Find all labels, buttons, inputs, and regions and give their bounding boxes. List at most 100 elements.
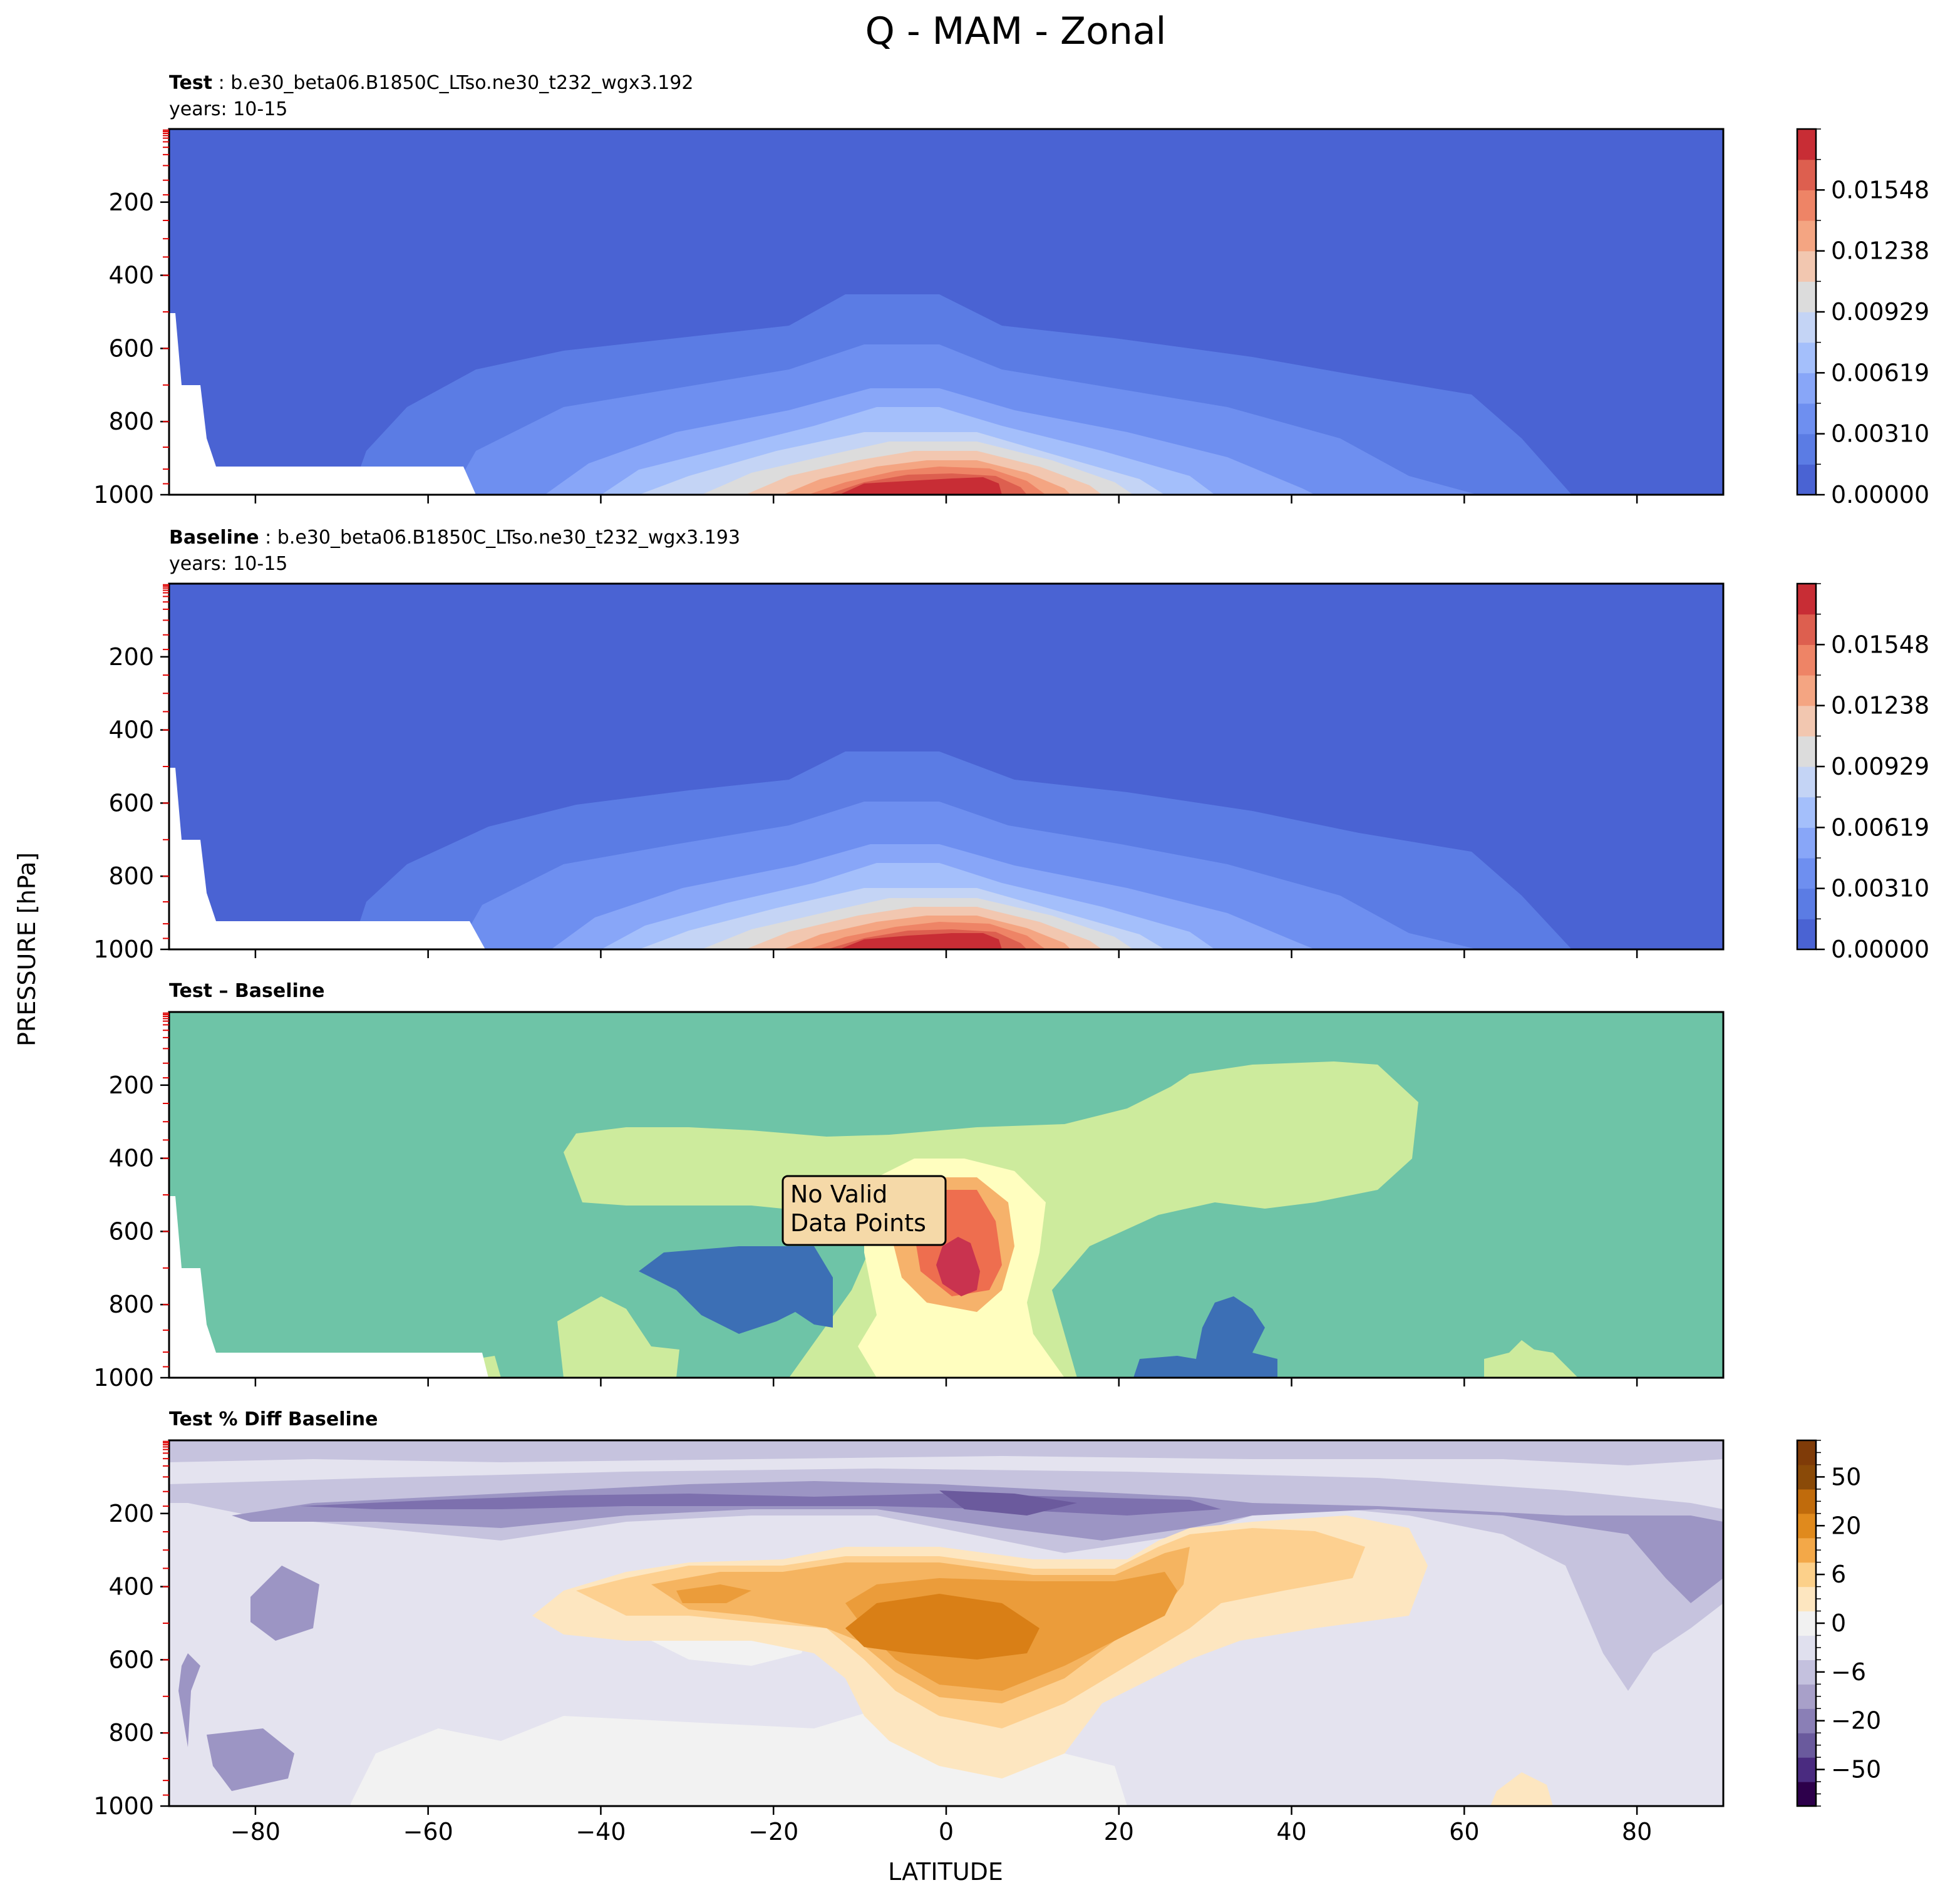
q-colorbar-2-swatch [1797, 888, 1816, 919]
pct-colorbar-swatch [1797, 1708, 1816, 1733]
q-colorbar-1-tick-label: 0.01548 [1831, 176, 1929, 204]
q-colorbar-2-swatch [1797, 736, 1816, 767]
q-colorbar-2-tick-label: 0.01238 [1831, 692, 1929, 720]
colorbars: 0.01548 0.01238 0.00929 0.00619 0.00310 0.000… [1796, 128, 1929, 1807]
x-tick-label: 20 [1104, 1818, 1134, 1846]
no-data-annotation: No Valid Data Points [781, 1175, 947, 1246]
x-tick-label: −20 [748, 1818, 798, 1846]
pct-colorbar-tick-label: −6 [1831, 1658, 1866, 1686]
y-tick-label: 1000 [93, 1792, 154, 1820]
y-tick-label: 600 [108, 789, 154, 817]
pct-colorbar-swatch [1797, 1440, 1816, 1465]
plot-area-baseline [169, 584, 1723, 949]
pct-colorbar-tick-label: 6 [1831, 1561, 1846, 1588]
pct-colorbar-swatch [1797, 1562, 1816, 1588]
q-colorbar-2-tick-label: 0.00000 [1831, 936, 1929, 963]
q-colorbar-1-tick-label: 0.00310 [1831, 420, 1929, 448]
q-colorbar-1-swatch [1797, 220, 1816, 252]
panel-test-subtitle: years: 10-15 [169, 98, 287, 120]
y-tick-label: 600 [108, 1646, 154, 1673]
y-tick-label: 1000 [93, 936, 154, 963]
q-colorbar-1-tick-label: 0.00619 [1831, 359, 1929, 386]
q-colorbar-1-swatch [1797, 464, 1816, 495]
panel-test-title: Test : b.e30_beta06.B1850C_LTso.ne30_t23… [169, 72, 693, 94]
q-colorbar-2-swatch [1797, 705, 1816, 736]
y-tick-label: 800 [108, 862, 154, 890]
q-colorbar-1-swatch [1797, 342, 1816, 373]
panel-test: Test : b.e30_beta06.B1850C_LTso.ne30_t23… [168, 72, 1725, 496]
y-axis-label: PRESSURE [hPa] [13, 852, 41, 1046]
q-colorbar-1-swatch [1797, 129, 1816, 160]
plot-area-pct [169, 1440, 1723, 1806]
pct-colorbar-swatch [1797, 1464, 1816, 1490]
q-colorbar-2-swatch [1797, 827, 1816, 859]
q-colorbar-1-swatch [1797, 433, 1816, 465]
no-data-line-2: Data Points [790, 1209, 926, 1237]
panel-baseline: Baseline : b.e30_beta06.B1850C_LTso.ne30… [168, 527, 1725, 951]
y-tick-label: 400 [108, 262, 154, 289]
q-colorbar-2-swatch [1797, 614, 1816, 645]
x-tick-label: 0 [939, 1818, 954, 1846]
no-data-line-1: No Valid [790, 1180, 887, 1208]
q-colorbar-2-swatch [1797, 644, 1816, 676]
q-colorbar-1-swatch [1797, 373, 1816, 404]
pct-colorbar-swatch [1797, 1513, 1816, 1539]
q-colorbar-2-swatch [1797, 797, 1816, 828]
y-tick-label: 400 [108, 1573, 154, 1601]
panel-baseline-title: Baseline : b.e30_beta06.B1850C_LTso.ne30… [169, 527, 740, 549]
y-tick-label: 800 [108, 1719, 154, 1747]
panel-pct: Test % Diff Baseline [168, 1408, 1725, 1807]
q-colorbar-2-tick-label: 0.01548 [1831, 631, 1929, 658]
q-colorbar-2-tick-label: 0.00310 [1831, 875, 1929, 902]
pct-colorbar-swatch [1797, 1586, 1816, 1612]
pct-colorbar-tick-label: −50 [1831, 1756, 1881, 1784]
q-colorbar-2-swatch [1797, 675, 1816, 706]
y-tick-label: 400 [108, 1145, 154, 1172]
pct-colorbar-swatch [1797, 1537, 1816, 1563]
x-tick-label: 60 [1449, 1818, 1479, 1846]
y-tick-label: 800 [108, 1291, 154, 1318]
pct-colorbar-swatch [1797, 1757, 1816, 1782]
q-colorbar-1-swatch [1797, 281, 1816, 312]
pct-colorbar-swatch [1797, 1660, 1816, 1685]
plot-area-test [169, 129, 1723, 495]
pct-colorbar-tick-label: 0 [1831, 1609, 1846, 1637]
q-colorbar-1-swatch [1797, 250, 1816, 282]
x-tick-label: −60 [403, 1818, 453, 1846]
q-colorbar-1-swatch [1797, 190, 1816, 221]
q-colorbar-1-swatch [1797, 403, 1816, 435]
q-colorbar-1-tick-label: 0.01238 [1831, 237, 1929, 265]
y-tick-label: 600 [108, 1217, 154, 1245]
pct-colorbar-tick-label: 50 [1831, 1463, 1861, 1490]
pct-colorbar-swatch [1797, 1611, 1816, 1636]
y-tick-label: 200 [108, 1071, 154, 1099]
y-tick-label: 400 [108, 716, 154, 744]
q-colorbar-2-tick-label: 0.00929 [1831, 753, 1929, 780]
x-axis-label: LATITUDE [888, 1858, 1003, 1886]
x-tick-label: −40 [575, 1818, 626, 1846]
panel-diff: Test – Baseline No Valid Data Points [168, 980, 1725, 1379]
q-colorbar-1-swatch [1797, 159, 1816, 190]
panel-diff-title: Test – Baseline [169, 980, 325, 1002]
pct-colorbar-swatch [1797, 1635, 1816, 1660]
y-tick-label: 800 [108, 408, 154, 435]
q-colorbar-1-tick-label: 0.00000 [1831, 481, 1929, 509]
pct-colorbar-swatch [1797, 1733, 1816, 1758]
q-colorbar-2-swatch [1797, 584, 1816, 615]
axes-ticks: 2004006008001000200400600800100020040060… [93, 129, 1652, 1846]
pct-colorbar-tick-label: 20 [1831, 1512, 1861, 1539]
pct-colorbar-swatch [1797, 1489, 1816, 1514]
pct-colorbar-tick-label: −20 [1831, 1707, 1881, 1735]
y-tick-label: 200 [108, 188, 154, 216]
x-tick-label: 80 [1622, 1818, 1652, 1846]
x-tick-label: −80 [230, 1818, 281, 1846]
q-colorbar-1-tick-label: 0.00929 [1831, 298, 1929, 326]
q-colorbar-2-swatch [1797, 858, 1816, 889]
y-tick-label: 600 [108, 334, 154, 362]
y-tick-label: 1000 [93, 1364, 154, 1391]
panel-baseline-subtitle: years: 10-15 [169, 553, 287, 575]
pct-colorbar-swatch [1797, 1684, 1816, 1709]
q-colorbar-1-swatch [1797, 312, 1816, 343]
figure-title: Q - MAM - Zonal [865, 9, 1167, 53]
